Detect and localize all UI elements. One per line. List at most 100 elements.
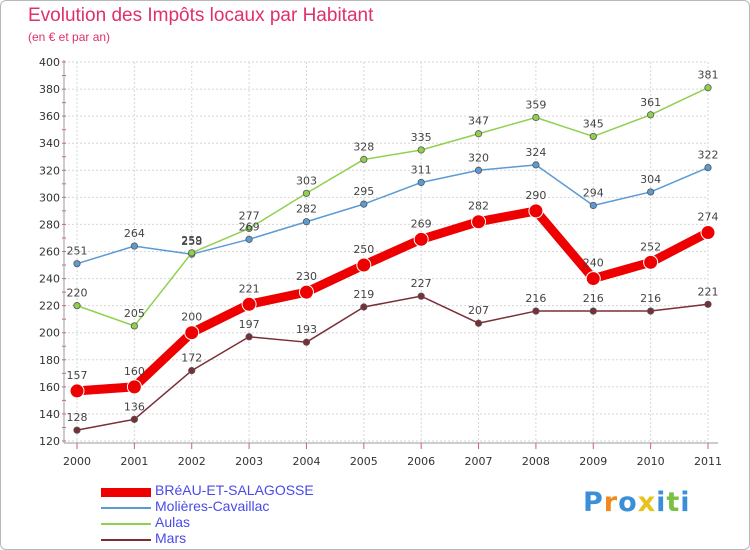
data-label: 193 [296,323,317,336]
data-label: 304 [640,173,661,186]
logo-letter: P [583,487,604,518]
data-label: 264 [124,227,145,240]
data-label: 240 [583,257,604,270]
data-point [704,300,712,308]
data-label: 251 [67,245,88,258]
data-label: 128 [67,411,88,424]
y-tick-label: 120 [39,435,60,448]
legend-item-breau[interactable]: BRéAU-ET-SALAGOSSE [101,482,361,501]
data-point [471,214,487,230]
logo-letter: r [603,487,619,518]
chart-subtitle: (en € et par an) [28,30,111,44]
data-label: 282 [468,200,489,213]
data-point [417,292,425,300]
x-tick-label: 2004 [292,455,320,468]
data-label: 200 [181,311,202,324]
data-label: 320 [468,151,489,164]
data-label: 221 [698,285,719,298]
data-label: 219 [353,288,374,301]
data-point [647,111,655,119]
x-tick-label: 2002 [178,455,206,468]
y-tick-label: 300 [39,191,60,204]
data-point [643,254,659,270]
data-point [130,242,138,250]
data-label: 227 [411,277,432,290]
data-point [704,84,712,92]
x-tick-label: 2000 [63,455,91,468]
data-label: 347 [468,115,489,128]
data-point [73,426,81,434]
legend-swatch-breau [101,488,151,497]
legend-label-mars: Mars [155,530,187,546]
series-layer [69,84,716,434]
data-label: 303 [296,174,317,187]
data-point [413,231,429,247]
y-tick-label: 240 [39,273,60,286]
data-point [73,302,81,310]
legend-item-molieres[interactable]: Molières-Cavaillac [101,498,361,517]
data-label-layer: 251 264 258 269 282 295 311 320 324 294 304 322 220 2… [67,69,719,424]
x-tick-label: 2011 [694,455,722,468]
data-point [73,260,81,268]
data-point [360,200,368,208]
legend-label-molieres: Molières-Cavaillac [155,498,270,514]
series-line-2 [76,295,709,431]
data-label: 252 [640,240,661,253]
x-tick-label: 2006 [407,455,435,468]
data-point [184,325,200,341]
data-label: 294 [583,186,604,199]
data-point [245,235,253,243]
logo-letter: i [680,487,691,518]
x-tick-label: 2005 [350,455,378,468]
data-point [474,319,483,327]
data-point [298,284,314,300]
data-point [188,249,196,257]
legend-label-breau: BRéAU-ET-SALAGOSSE [155,482,314,498]
proxiti-logo: Proxiti [583,487,691,518]
legend-item-mars[interactable]: Mars [101,530,361,549]
data-label: 335 [411,131,432,144]
data-label: 324 [525,146,546,159]
x-tick-label: 2001 [120,455,148,468]
data-point [302,338,311,346]
y-tick-label: 180 [39,354,60,367]
x-tick-label: 2009 [579,455,607,468]
data-label: 205 [124,307,145,320]
data-label: 216 [640,292,661,305]
y-tick-label: 340 [39,137,60,150]
data-point [360,155,368,164]
y-tick-label: 260 [39,246,60,259]
y-tick-label: 140 [39,408,60,421]
data-label: 216 [583,292,604,305]
data-point [302,189,311,197]
data-point [647,188,655,196]
data-label: 277 [239,209,260,222]
data-point [360,303,368,311]
legend-item-aulas[interactable]: Aulas [101,514,361,533]
data-label: 216 [525,292,546,305]
data-point [69,383,85,399]
data-point [528,203,544,219]
data-label: 282 [296,203,317,216]
data-point [245,224,253,233]
y-tick-label: 320 [39,164,60,177]
series-line-1 [76,86,709,327]
data-label: 221 [239,282,260,295]
x-tick-label: 2008 [522,455,550,468]
data-label: 295 [353,185,374,198]
data-label: 160 [124,365,145,378]
data-label: 157 [67,369,88,382]
data-label: 381 [698,69,719,82]
data-label: 258 [181,235,202,248]
logo-letter: x [637,487,657,518]
data-label: 345 [583,117,604,130]
data-label: 250 [353,243,374,256]
y-tick-label: 220 [39,300,60,313]
data-point [474,130,483,138]
data-point [126,379,142,395]
data-label: 322 [698,149,719,162]
legend-swatch-molieres [101,507,151,509]
data-label: 207 [468,304,489,317]
y-tick-label: 200 [39,327,60,340]
